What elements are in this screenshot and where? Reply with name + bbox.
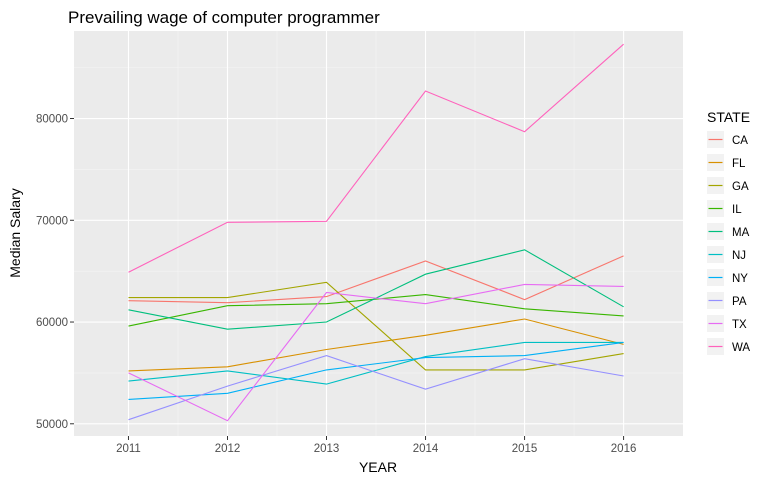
series-line-il bbox=[128, 294, 624, 327]
series-line-wa bbox=[128, 43, 624, 273]
y-tick-label: 50000 bbox=[36, 419, 68, 431]
y-tick-label: 70000 bbox=[36, 215, 68, 227]
chart-title: Prevailing wage of computer programmer bbox=[68, 8, 380, 27]
legend-label-nj: NJ bbox=[732, 250, 746, 262]
legend-label-tx: TX bbox=[732, 319, 747, 331]
legend-label-il: IL bbox=[732, 204, 742, 216]
legend-label-ga: GA bbox=[732, 181, 749, 193]
plot-background bbox=[74, 31, 683, 436]
series-line-ga bbox=[128, 281, 624, 371]
legend-label-fl: FL bbox=[732, 158, 746, 170]
x-tick-label: 2013 bbox=[314, 443, 340, 455]
x-tick-label: 2016 bbox=[611, 443, 637, 455]
plot-panel bbox=[74, 31, 683, 436]
series-line-nj bbox=[128, 341, 624, 385]
legend-label-ny: NY bbox=[732, 273, 748, 285]
x-axis: 2011 2012 2013 2014 2015 2016 bbox=[116, 436, 636, 455]
major-gridlines bbox=[74, 31, 683, 436]
x-tick-label: 2014 bbox=[413, 443, 439, 455]
y-axis-title: Median Salary bbox=[7, 188, 23, 278]
legend-label-ca: CA bbox=[732, 135, 748, 147]
series-line-pa bbox=[128, 355, 624, 421]
y-tick-label: 60000 bbox=[36, 317, 68, 329]
legend-title: STATE bbox=[707, 109, 750, 125]
x-tick-label: 2011 bbox=[116, 443, 141, 455]
series-line-ny bbox=[128, 341, 624, 400]
legend-label-pa: PA bbox=[732, 296, 747, 308]
legend-label-wa: WA bbox=[732, 342, 750, 354]
legend-label-ma: MA bbox=[732, 227, 750, 239]
series-line-ca bbox=[128, 255, 624, 304]
series-line-tx bbox=[128, 283, 624, 422]
x-tick-label: 2015 bbox=[512, 443, 538, 455]
y-tick-label: 80000 bbox=[36, 114, 68, 126]
x-tick-label: 2012 bbox=[215, 443, 241, 455]
minor-gridlines bbox=[74, 31, 683, 436]
series-lines bbox=[128, 43, 624, 422]
series-line-fl bbox=[128, 318, 624, 372]
legend: STATE CA FL GA IL MA NJ NY PA TX WA bbox=[707, 109, 750, 355]
y-axis: 50000 60000 70000 80000 bbox=[36, 114, 74, 431]
x-axis-title: YEAR bbox=[359, 459, 397, 475]
